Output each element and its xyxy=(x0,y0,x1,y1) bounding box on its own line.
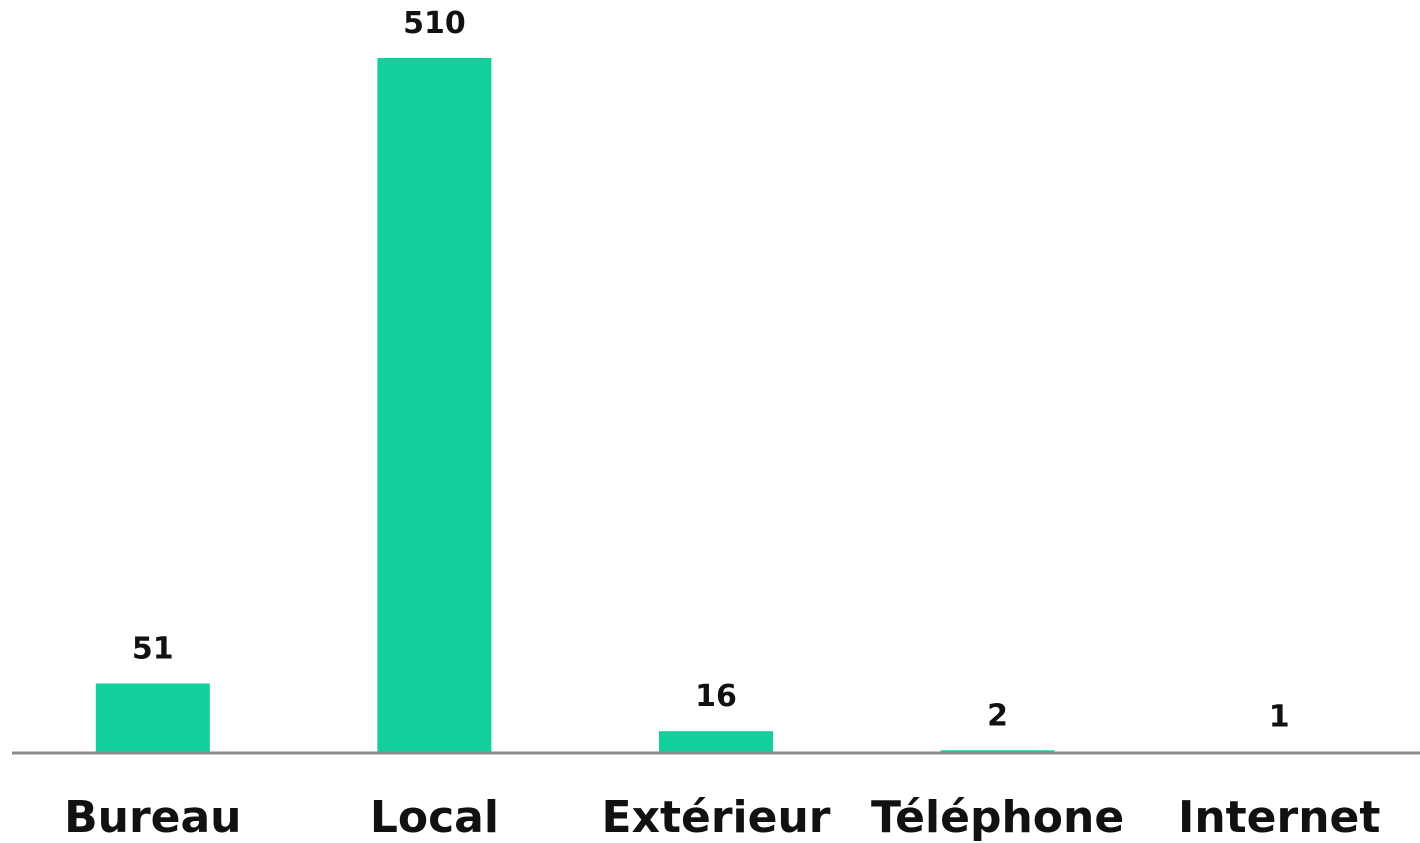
value-label-bureau: 51 xyxy=(132,632,174,667)
bar-exterieur xyxy=(659,731,773,753)
value-label-exterieur: 16 xyxy=(695,679,737,714)
category-label-local: Local xyxy=(370,792,499,843)
bar-local xyxy=(377,58,492,753)
category-labels-group: Bureau Local Extérieur Téléphone Internet xyxy=(64,792,1380,843)
category-label-internet: Internet xyxy=(1178,792,1380,843)
value-label-local: 510 xyxy=(403,6,466,41)
value-label-telephone: 2 xyxy=(987,698,1008,733)
value-label-internet: 1 xyxy=(1269,700,1290,735)
value-labels-group: 51 510 16 2 1 xyxy=(132,6,1290,735)
category-label-bureau: Bureau xyxy=(64,792,241,843)
category-label-telephone: Téléphone xyxy=(871,792,1124,843)
bars-group xyxy=(95,58,1337,753)
category-label-exterieur: Extérieur xyxy=(602,792,831,843)
bar-bureau xyxy=(95,683,210,753)
